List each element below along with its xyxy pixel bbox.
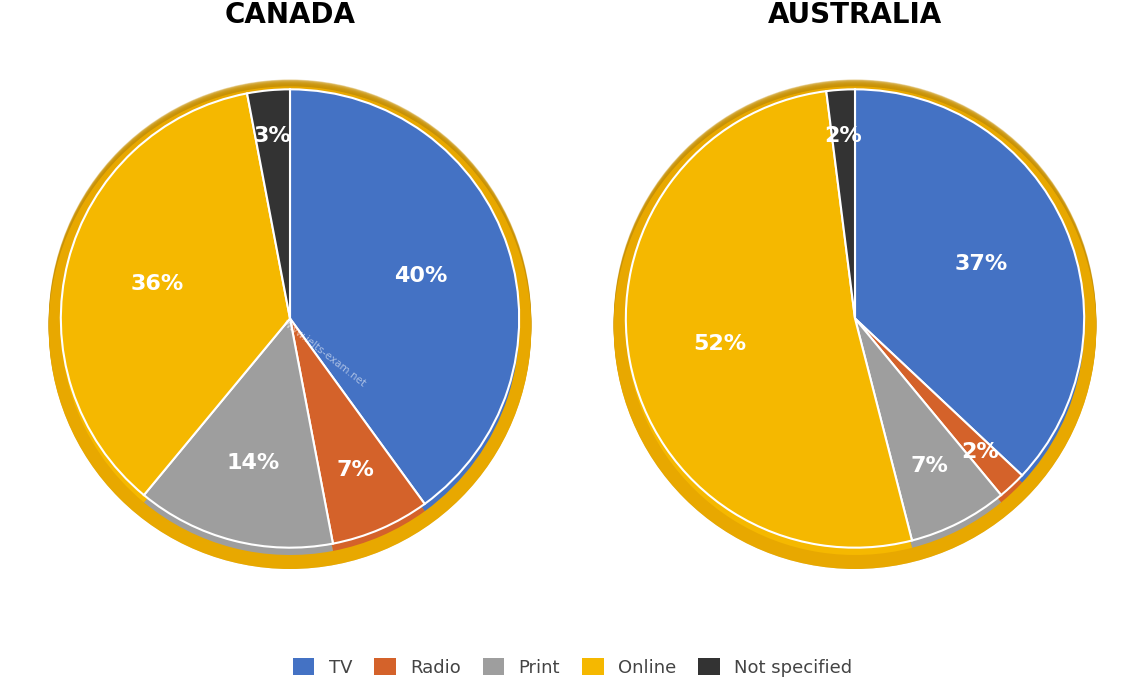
Wedge shape bbox=[827, 90, 855, 318]
Text: 36%: 36% bbox=[131, 274, 183, 294]
Text: www.ielts-exam.net: www.ielts-exam.net bbox=[281, 317, 368, 389]
Legend: TV, Radio, Print, Online, Not specified: TV, Radio, Print, Online, Not specified bbox=[285, 651, 860, 684]
Wedge shape bbox=[290, 97, 519, 511]
Wedge shape bbox=[290, 318, 425, 544]
Wedge shape bbox=[144, 318, 333, 547]
Circle shape bbox=[49, 85, 530, 566]
Text: 52%: 52% bbox=[694, 335, 747, 354]
Text: 37%: 37% bbox=[955, 254, 1008, 274]
Wedge shape bbox=[61, 93, 290, 495]
Circle shape bbox=[49, 81, 530, 562]
Text: 14%: 14% bbox=[227, 453, 279, 473]
Wedge shape bbox=[247, 90, 290, 318]
Wedge shape bbox=[855, 97, 1084, 483]
Text: 2%: 2% bbox=[824, 125, 862, 146]
Circle shape bbox=[49, 84, 530, 566]
Circle shape bbox=[49, 83, 530, 564]
Text: 40%: 40% bbox=[394, 266, 448, 286]
Text: 3%: 3% bbox=[254, 126, 292, 146]
Circle shape bbox=[49, 87, 530, 568]
Wedge shape bbox=[144, 326, 333, 555]
Wedge shape bbox=[61, 101, 290, 503]
Wedge shape bbox=[626, 91, 911, 547]
Wedge shape bbox=[827, 97, 855, 326]
Text: 2%: 2% bbox=[962, 442, 1000, 462]
Circle shape bbox=[49, 80, 530, 561]
Text: 7%: 7% bbox=[911, 456, 949, 475]
Title: CANADA: CANADA bbox=[224, 1, 355, 29]
Wedge shape bbox=[855, 318, 1001, 540]
Circle shape bbox=[615, 85, 1096, 566]
Wedge shape bbox=[290, 326, 425, 551]
Wedge shape bbox=[626, 99, 911, 555]
Wedge shape bbox=[855, 326, 1022, 503]
Title: AUSTRALIA: AUSTRALIA bbox=[768, 1, 942, 29]
Circle shape bbox=[615, 81, 1096, 562]
Circle shape bbox=[615, 82, 1096, 564]
Text: 7%: 7% bbox=[337, 460, 374, 480]
Circle shape bbox=[615, 83, 1096, 564]
Wedge shape bbox=[855, 318, 1022, 495]
Circle shape bbox=[615, 87, 1096, 568]
Wedge shape bbox=[247, 97, 290, 326]
Circle shape bbox=[615, 84, 1096, 566]
Wedge shape bbox=[290, 90, 519, 504]
Circle shape bbox=[615, 87, 1096, 568]
Wedge shape bbox=[855, 90, 1084, 475]
Circle shape bbox=[49, 86, 530, 567]
Wedge shape bbox=[855, 326, 1001, 548]
Circle shape bbox=[615, 80, 1096, 561]
Circle shape bbox=[49, 82, 530, 564]
Circle shape bbox=[615, 86, 1096, 567]
Circle shape bbox=[49, 87, 530, 568]
